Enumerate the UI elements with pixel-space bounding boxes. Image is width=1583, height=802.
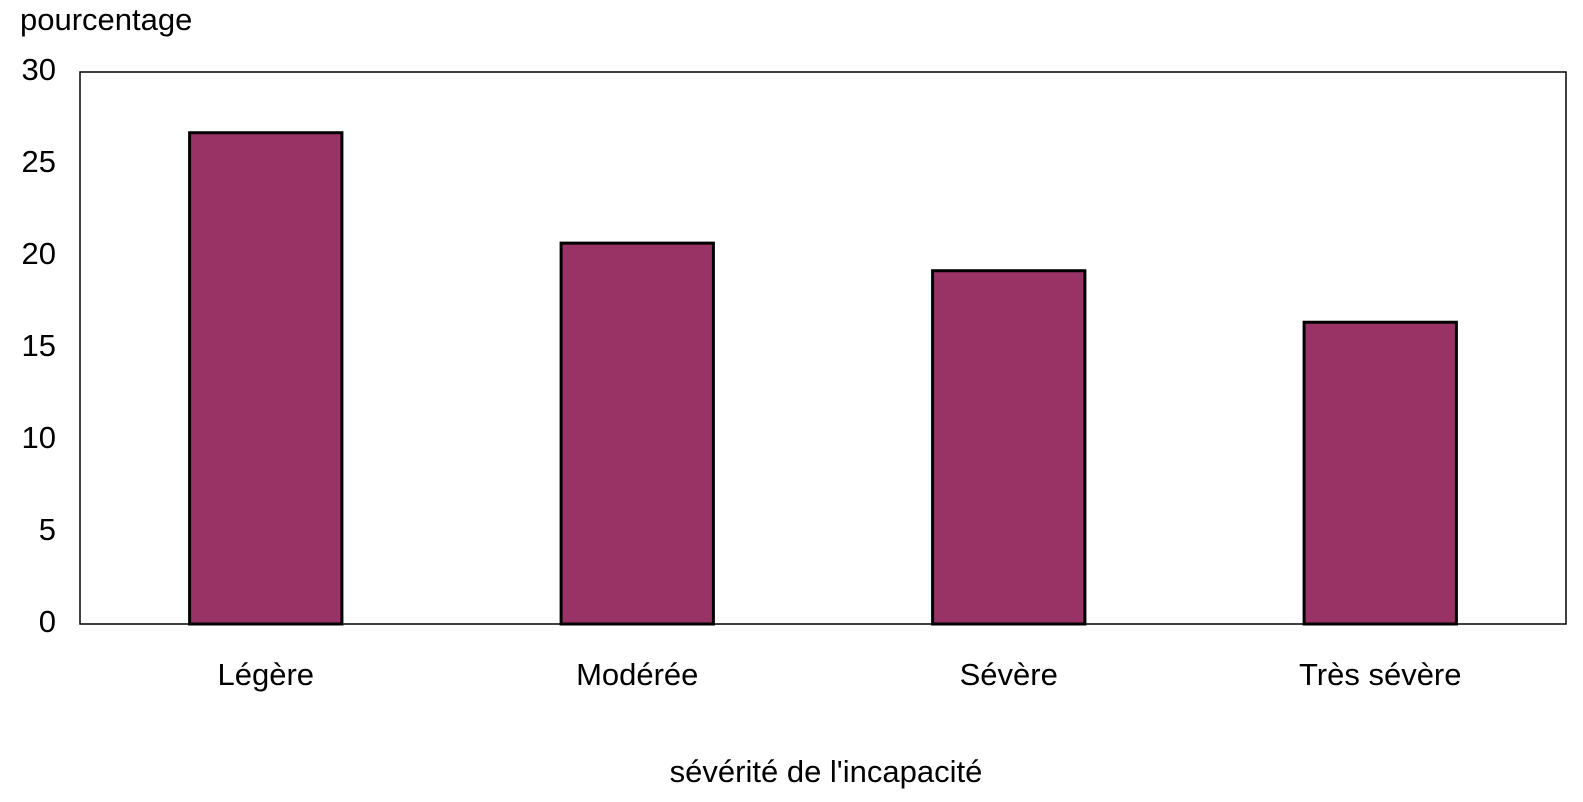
x-tick-label: Légère xyxy=(217,657,314,692)
y-tick-label: 0 xyxy=(39,604,56,639)
bar xyxy=(1302,320,1458,626)
y-tick-label: 20 xyxy=(22,236,56,271)
x-tick-label: Sévère xyxy=(960,657,1058,692)
y-tick-label: 10 xyxy=(22,420,56,455)
bar xyxy=(188,131,344,626)
y-tick-label: 15 xyxy=(22,328,56,363)
x-tick-label: Modérée xyxy=(576,657,698,692)
bar xyxy=(559,241,715,626)
bar xyxy=(931,269,1087,626)
x-axis-title: sévérité de l'incapacité xyxy=(670,754,983,789)
y-tick-label: 5 xyxy=(39,512,56,547)
y-tick-label: 30 xyxy=(22,52,56,87)
x-tick-label: Très sévère xyxy=(1299,657,1462,692)
y-tick-label: 25 xyxy=(22,144,56,179)
y-axis-title: pourcentage xyxy=(20,2,192,37)
